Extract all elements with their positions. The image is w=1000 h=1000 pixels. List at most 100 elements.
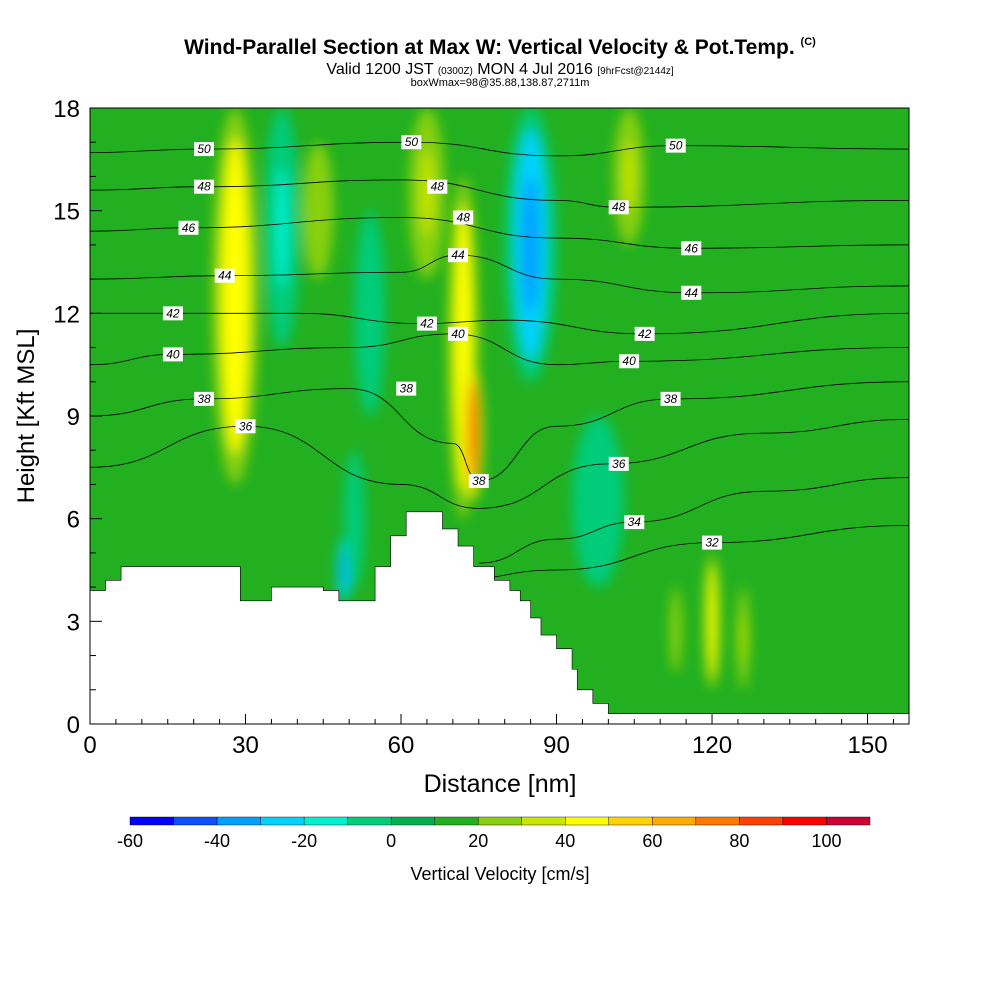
velocity-core (364, 262, 376, 365)
y-tick-label: 18 (53, 96, 80, 123)
y-axis: 0 3 6 9 12 15 18 (53, 96, 102, 739)
plot-area: 3234363638383838404040424242444444464648… (90, 108, 909, 724)
contour-label-box (162, 347, 183, 362)
contour-label: 34 (628, 515, 642, 529)
colorbar-swatch (303, 816, 348, 826)
contour-label: 48 (457, 211, 471, 225)
x-tick-label: 150 (848, 732, 888, 759)
contour-label-box (448, 326, 469, 341)
contour-label-box (624, 515, 645, 530)
velocity-core (457, 262, 469, 434)
velocity-core (588, 458, 608, 545)
contour-label: 48 (197, 180, 211, 194)
colorbar-swatch (129, 816, 174, 826)
velocity-core (521, 176, 540, 314)
contour-label: 48 (612, 200, 626, 214)
theta-contour-32 (452, 525, 909, 581)
contour-label: 44 (685, 286, 699, 300)
contour-label: 40 (166, 347, 180, 361)
colorbar-tick-label: 80 (729, 831, 749, 851)
contour-label: 42 (420, 317, 434, 331)
valid-time: Valid 1200 JST (326, 61, 434, 78)
colorbar-swatch (173, 816, 218, 826)
colorbar-swatch (521, 816, 566, 826)
colorbar-tick-label: 60 (642, 831, 662, 851)
y-tick-label: 12 (53, 301, 80, 328)
contour-label-box (194, 142, 215, 157)
velocity-core (341, 552, 347, 588)
contour-label-box (634, 326, 655, 341)
contour-label: 48 (431, 180, 445, 194)
colorbar-swatch (390, 816, 435, 826)
contour-label: 36 (239, 419, 253, 433)
y-tick-label: 6 (67, 507, 80, 534)
colorbar: -60 -40 -20 0 20 40 60 80 100 (117, 816, 871, 851)
contour-label-box (214, 268, 235, 283)
colorbar-swatch (782, 816, 827, 826)
colorbar-tick-label: -20 (291, 831, 317, 851)
contour-label: 50 (669, 139, 683, 153)
y-tick-label: 15 (53, 199, 80, 226)
velocity-core (470, 398, 477, 468)
contour-label: 42 (638, 327, 652, 341)
x-tick-label: 30 (232, 732, 259, 759)
colorbar-swatch (739, 816, 784, 826)
colorbar-swatch (652, 816, 697, 826)
y-tick-label: 0 (67, 712, 80, 739)
colorbar-tick-label: -40 (204, 831, 230, 851)
velocity-core (709, 587, 715, 656)
theta-contour-42 (90, 312, 909, 335)
contour-label: 38 (197, 392, 211, 406)
contour-label: 38 (400, 382, 414, 396)
colorbar-swatch (478, 816, 522, 826)
contour-label-box (448, 248, 469, 263)
colorbar-swatch (695, 816, 740, 826)
contour-label-box (468, 474, 489, 489)
contour-label: 50 (197, 142, 211, 156)
contour-label: 42 (166, 306, 180, 320)
contour-label-box (453, 210, 474, 225)
y-tick-label: 9 (67, 404, 80, 431)
contour-label-box (681, 285, 702, 300)
colorbar-swatch (260, 816, 305, 826)
colorbar-swatch (434, 816, 479, 826)
x-tick-label: 90 (543, 732, 570, 759)
colorbar-tick-label: 100 (811, 831, 841, 851)
contour-label-box (235, 419, 256, 434)
contour-label-box (396, 381, 417, 396)
velocity-core (673, 608, 678, 652)
chart-title: Wind-Parallel Section at Max W: Vertical… (0, 36, 1000, 60)
contour-label: 38 (472, 474, 486, 488)
colorbar-swatch (216, 816, 261, 826)
contour-label: 32 (705, 536, 719, 550)
chart-subtitle: Valid 1200 JST (0300Z) MON 4 Jul 2016 [9… (0, 61, 1000, 79)
contour-label-box (660, 391, 681, 406)
colorbar-tick-label: -60 (117, 831, 143, 851)
colorbar-tick-label: 0 (386, 831, 396, 851)
forecast-info: [9hrFcst@2144z] (597, 66, 674, 77)
velocity-core (740, 612, 746, 665)
contour-label-box (194, 179, 215, 194)
title-main: Wind-Parallel Section at Max W: Vertical… (184, 36, 795, 59)
contour-label-box (427, 179, 448, 194)
y-axis-label: Height [Kft MSL] (13, 329, 40, 504)
contour-label: 46 (182, 221, 196, 235)
colorbar-swatch (565, 816, 610, 826)
colorbar-swatch (608, 816, 653, 826)
x-axis-label: Distance [nm] (424, 770, 577, 798)
contour-label-box (401, 135, 422, 150)
contour-label: 40 (622, 354, 636, 368)
contour-label: 40 (451, 327, 465, 341)
contour-label: 44 (451, 248, 465, 262)
velocity-core (226, 202, 244, 391)
contour-label-box (194, 391, 215, 406)
contour-label-box (608, 200, 629, 215)
colorbar-tick-label: 20 (468, 831, 488, 851)
contour-label-box (608, 456, 629, 471)
velocity-core (350, 484, 358, 553)
y-tick-label: 3 (67, 609, 80, 636)
velocity-core (275, 167, 289, 288)
contour-label: 50 (405, 135, 419, 149)
theta-contour-34 (478, 477, 909, 564)
colorbar-tick-label: 40 (555, 831, 575, 851)
